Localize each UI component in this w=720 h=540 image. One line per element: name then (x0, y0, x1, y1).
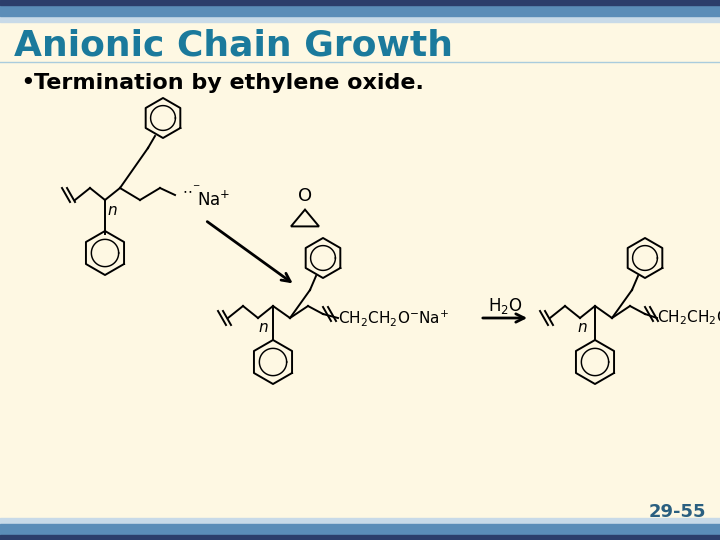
Text: Anionic Chain Growth: Anionic Chain Growth (14, 29, 453, 63)
Bar (0, 0, 720, 5)
Text: Termination by ethylene oxide.: Termination by ethylene oxide. (34, 73, 424, 93)
Bar (0, 0, 720, 22)
Bar (0, 518, 720, 540)
Text: $^{-}$: $^{-}$ (192, 183, 200, 195)
Text: n: n (107, 203, 117, 218)
Text: CH$_2$CH$_2$OH: CH$_2$CH$_2$OH (657, 309, 720, 327)
Text: H$_2$O: H$_2$O (487, 296, 522, 316)
Text: $\cdot\!\cdot$: $\cdot\!\cdot$ (182, 184, 192, 199)
Text: CH$_2$CH$_2$O$^{-}$Na$^{+}$: CH$_2$CH$_2$O$^{-}$Na$^{+}$ (338, 308, 449, 328)
Text: O: O (298, 187, 312, 205)
Bar (0, 535, 720, 540)
Bar (0, 0, 720, 16)
Text: •: • (20, 71, 35, 95)
Text: n: n (577, 320, 587, 335)
Text: 29-55: 29-55 (649, 503, 706, 521)
Text: n: n (258, 320, 268, 335)
Text: Na$^{+}$: Na$^{+}$ (197, 191, 230, 210)
Bar (0, 524, 720, 540)
